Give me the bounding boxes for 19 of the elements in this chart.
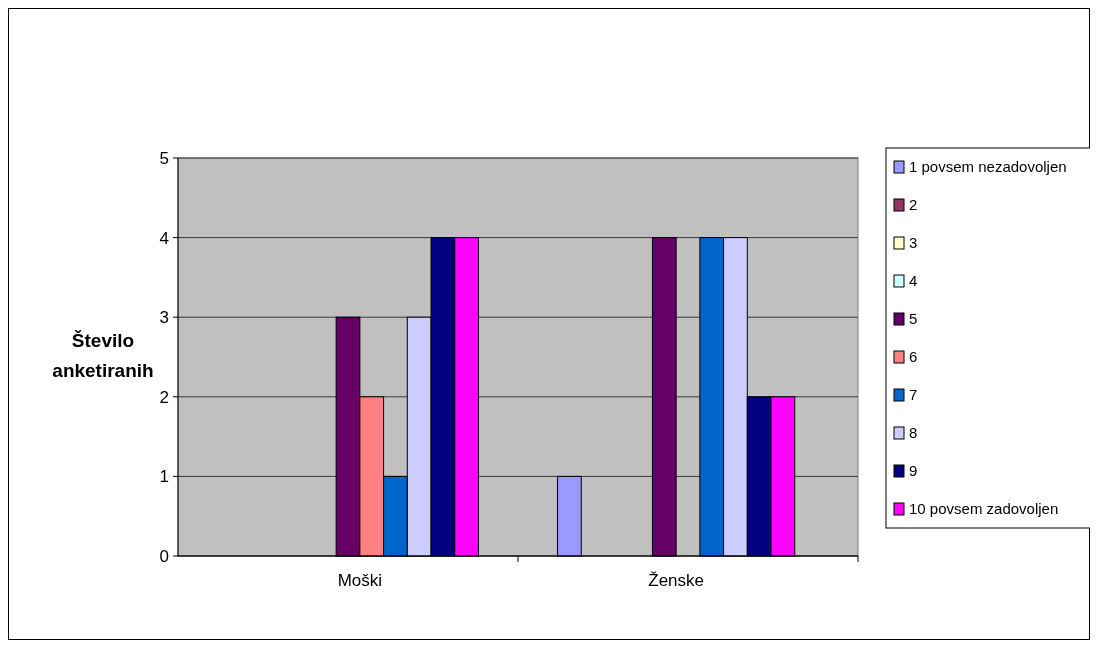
y-tick-label: 4 bbox=[159, 228, 169, 248]
legend-label: 1 povsem nezadovoljen bbox=[909, 158, 1067, 176]
y-tick-label: 5 bbox=[159, 148, 169, 168]
x-tick-label: Moški bbox=[337, 571, 383, 590]
legend-label: 3 bbox=[909, 234, 918, 252]
legend-label: 9 bbox=[909, 462, 918, 480]
y-tick-label: 2 bbox=[159, 387, 169, 407]
legend-label: 2 bbox=[909, 196, 918, 214]
y-tick-label: 0 bbox=[159, 546, 169, 566]
x-tick-label: Ženske bbox=[648, 571, 705, 590]
y-axis-title: Število anketiranih bbox=[52, 330, 154, 381]
legend-label: 5 bbox=[909, 310, 918, 328]
legend-label: 10 povsem zadovoljen bbox=[909, 500, 1059, 518]
y-tick-label: 1 bbox=[159, 467, 169, 487]
y-tick-label: 3 bbox=[159, 308, 169, 328]
legend-label: 4 bbox=[909, 272, 918, 290]
legend-label: 7 bbox=[909, 386, 918, 404]
legend-label: 8 bbox=[909, 424, 918, 442]
legend-label: 6 bbox=[909, 348, 918, 366]
